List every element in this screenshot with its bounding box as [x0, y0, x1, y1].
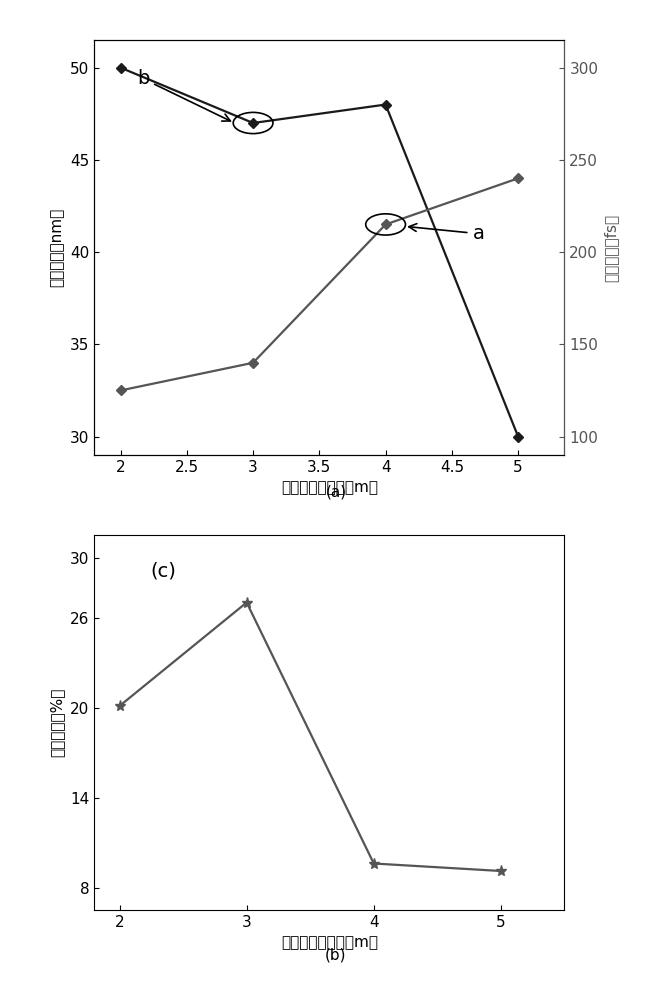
- Text: a: a: [409, 224, 485, 243]
- Y-axis label: 光谱宽度（nm）: 光谱宽度（nm）: [49, 208, 65, 287]
- X-axis label: 预噜噺光纤长度（m）: 预噜噺光纤长度（m）: [281, 935, 378, 950]
- Text: (b): (b): [325, 948, 347, 962]
- Y-axis label: 倍频效率（%）: 倍频效率（%）: [49, 688, 65, 757]
- Text: (a): (a): [325, 485, 347, 499]
- X-axis label: 预噜噺光纤长度（m）: 预噜噺光纤长度（m）: [281, 480, 378, 495]
- Y-axis label: 脉冲宽度（fs）: 脉冲宽度（fs）: [604, 213, 619, 282]
- Text: (c): (c): [151, 561, 177, 580]
- Text: b: b: [137, 69, 230, 121]
